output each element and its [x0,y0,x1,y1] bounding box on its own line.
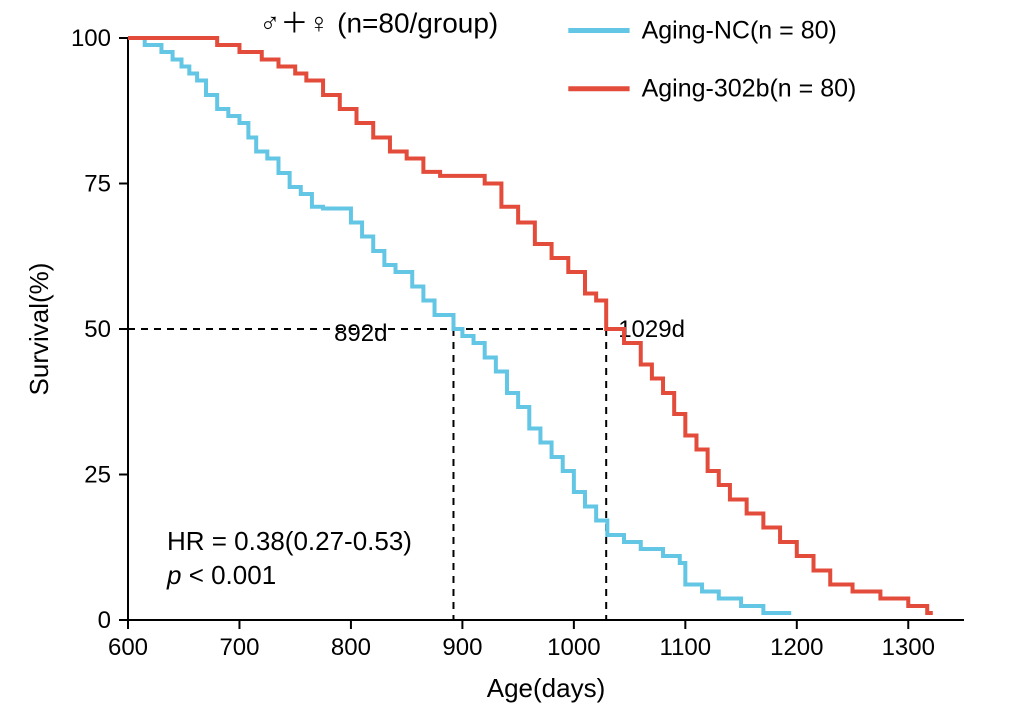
x-tick-label: 600 [108,634,148,661]
y-tick-label: 75 [84,171,111,198]
x-tick-label: 700 [219,634,259,661]
median-label-nc: 892d [334,320,387,347]
y-tick-label: 0 [98,607,111,634]
y-tick-label: 50 [84,316,111,343]
x-tick-label: 800 [331,634,371,661]
stats-line-1: HR = 0.38(0.27-0.53) [167,526,412,556]
x-tick-label: 1000 [547,634,600,661]
chart-title: ♂＋♀ (n=80/group) [259,8,498,39]
median-label-302b: 1029d [618,316,685,343]
y-axis-title: Survival(%) [24,263,54,396]
x-axis-title: Age(days) [487,673,606,703]
x-tick-label: 1300 [882,634,935,661]
x-tick-label: 1200 [770,634,823,661]
y-tick-label: 100 [71,25,111,52]
legend-label-nc: Aging-NC(n = 80) [642,17,837,45]
kaplan-meier-chart: 600 700 800 900 1000 1100 1200 1300 Age(days) 0 25… [0,0,1024,720]
legend-label-b302: Aging-302b(n = 80) [642,75,857,103]
stats-line-2: p < 0.001 [166,560,276,590]
y-tick-label: 25 [84,462,111,489]
x-tick-label: 1100 [660,634,712,661]
x-tick-label: 900 [442,634,482,661]
